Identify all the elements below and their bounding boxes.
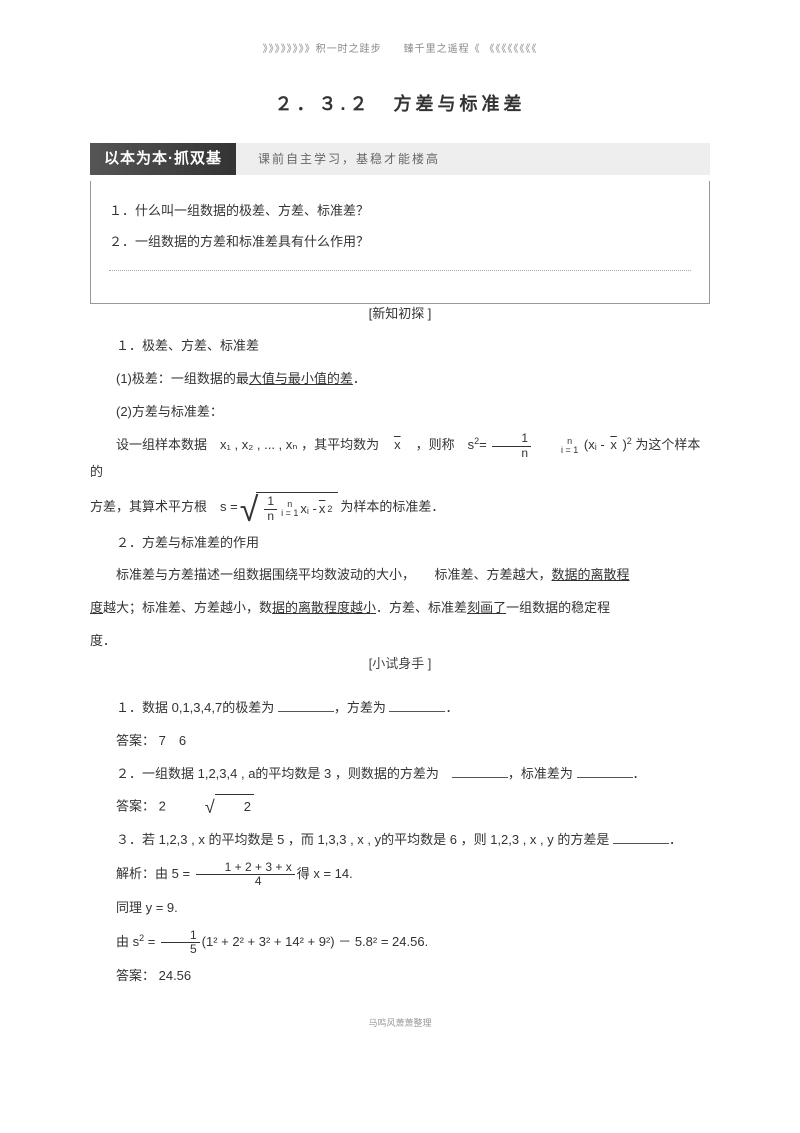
- practice-sol1: 解析：由 5 = 1 + 2 + 3 + x4得 x = 14.: [90, 861, 710, 888]
- p1a: (1)极差：一组数据的最: [116, 371, 249, 386]
- page-title: ２．３.２ 方差与标准差: [90, 87, 710, 121]
- p3e: ): [619, 437, 627, 452]
- q1b: ，方差为: [334, 700, 390, 715]
- practice-sol3: 由 s2 = 15(1² + 2² + 3² + 14² + 9²) － 5.8…: [90, 929, 710, 956]
- q1a: １．数据 0,1,3,4,7的极差为: [116, 700, 278, 715]
- dotted-line: [109, 269, 691, 271]
- practice-tag: [小试身手 ]: [363, 652, 438, 677]
- sol1b: 得 x = 14.: [297, 866, 353, 881]
- q2c: ．: [633, 766, 646, 781]
- explore-p4: 方差，其算术平方根 s = √ 1nni = 1 xᵢ - x 2 为样本的标准…: [90, 492, 710, 522]
- q3a: ３．若 1,2,3 , x 的平均数是 5 ，而 1,3,3 , x , y的平…: [116, 832, 613, 847]
- footer: 马鸣风萧萧整理: [90, 1015, 710, 1032]
- p4b: xᵢ -: [300, 497, 317, 522]
- practice-q3: ３．若 1,2,3 , x 的平均数是 5 ，而 1,3,3 , x , y的平…: [90, 828, 710, 853]
- explore-p2: (2)方差与标准差：: [90, 400, 710, 425]
- practice-a3: 答案： 24.56: [90, 964, 710, 989]
- explore-h1: １．极差、方差、标准差: [90, 334, 710, 359]
- practice-a2: 答案： 2 √2: [90, 794, 710, 820]
- q2b: ，标准差为: [508, 766, 577, 781]
- banner: 以本为本·抓双基 课前自主学习，基稳才能楼高: [90, 143, 710, 175]
- sum-1: ni = 1: [535, 437, 578, 455]
- sol3-frac: 15: [161, 929, 200, 956]
- p5u2: 据的离散程度越小: [272, 600, 376, 615]
- p1b: ．: [353, 371, 366, 386]
- sqrt2: √2: [179, 794, 254, 820]
- question-1: １．什么叫一组数据的极差、方差、标准差？: [109, 199, 691, 224]
- p3b: ，则称 s: [403, 437, 475, 452]
- question-box: １．什么叫一组数据的极差、方差、标准差？ ２．一组数据的方差和标准差具有什么作用…: [90, 181, 710, 303]
- p5b: 越大；标准差、方差越小，数: [103, 600, 272, 615]
- p5u1: 数据的离散程: [552, 567, 630, 582]
- blank-1: [278, 699, 334, 712]
- sum-2: ni = 1: [281, 500, 298, 518]
- p5u3: 刻画了: [467, 600, 506, 615]
- practice-q1: １．数据 0,1,3,4,7的极差为 ，方差为 ．: [90, 696, 710, 721]
- blank-2: [389, 699, 445, 712]
- explore-tag: [新知初探 ]: [365, 302, 436, 327]
- p4a: 方差，其算术平方根 s =: [90, 495, 238, 520]
- explore-p3: 设一组样本数据 x₁ , x₂ , ... , xₙ ，其平均数为 x ，则称 …: [90, 432, 710, 484]
- explore-p5-cont: 度越大；标准差、方差越小，数据的离散程度越小．方差、标准差刻画了一组数据的稳定程: [90, 596, 710, 621]
- frac-1n-1: 1n: [492, 432, 531, 459]
- sqrt-body: 1nni = 1 xᵢ - x 2: [256, 492, 338, 522]
- question-2: ２．一组数据的方差和标准差具有什么作用？: [109, 230, 691, 255]
- p3d: (xᵢ -: [580, 437, 608, 452]
- p5a: 标准差与方差描述一组数据围绕平均数波动的大小， 标准差、方差越大，: [116, 567, 552, 582]
- banner-left: 以本为本·抓双基: [90, 143, 236, 175]
- p3c: =: [479, 437, 490, 452]
- xbar-1: x: [392, 437, 403, 452]
- p3a: 设一组样本数据 x₁ , x₂ , ... , xₙ ，其平均数为: [116, 437, 392, 452]
- sol1-frac: 1 + 2 + 3 + x4: [196, 861, 295, 888]
- sol3a: 由 s: [116, 934, 139, 949]
- sqrt-formula: √ 1nni = 1 xᵢ - x 2: [240, 492, 339, 522]
- p4d: 为样本的标准差．: [340, 495, 444, 520]
- sol1a: 解析：由 5 =: [116, 866, 194, 881]
- blank-3: [452, 765, 508, 778]
- xbar-3: x: [317, 497, 328, 522]
- p5du: 度: [90, 600, 103, 615]
- sol3b: =: [144, 934, 159, 949]
- section-tag-explore: [新知初探 ]: [90, 302, 710, 327]
- p1u1: 大值与最: [249, 371, 301, 386]
- a2a: 答案： 2: [116, 799, 179, 814]
- practice-a1: 答案： 7 6: [90, 729, 710, 754]
- page: 》》》》》》》》积一时之跬步 臻千里之遥程《 《《《《《《《《 ２．３.２ 方差…: [0, 0, 800, 1062]
- section-tag-practice: [小试身手 ]: [90, 662, 710, 687]
- header-decor: 》》》》》》》》积一时之跬步 臻千里之遥程《 《《《《《《《《: [90, 40, 710, 59]
- practice-sol2: 同理 y = 9.: [90, 896, 710, 921]
- p5c: ．方差、标准差: [376, 600, 467, 615]
- explore-p5-end: 度．: [90, 629, 710, 654]
- q1c: ．: [445, 700, 458, 715]
- sq3: 2: [327, 501, 332, 518]
- p1u2: 小值的差: [301, 371, 353, 386]
- blank-5: [613, 831, 669, 844]
- p5d: 一组数据的稳定程: [506, 600, 610, 615]
- explore-h2: ２．方差与标准差的作用: [90, 531, 710, 556]
- banner-right: 课前自主学习，基稳才能楼高: [236, 143, 710, 175]
- q3b: ．: [669, 832, 682, 847]
- explore-p1: (1)极差：一组数据的最大值与最小值的差．: [90, 367, 710, 392]
- frac-1n-2: 1n: [264, 495, 277, 522]
- q2a: ２．一组数据 1,2,3,4 , a的平均数是 3 ，则数据的方差为: [116, 766, 452, 781]
- explore-p5: 标准差与方差描述一组数据围绕平均数波动的大小， 标准差、方差越大，数据的离散程: [90, 563, 710, 588]
- blank-4: [577, 765, 633, 778]
- sol3c: (1² + 2² + 3² + 14² + 9²) － 5.8² = 24.56…: [202, 934, 429, 949]
- practice-q2: ２．一组数据 1,2,3,4 , a的平均数是 3 ，则数据的方差为 ，标准差为…: [90, 762, 710, 787]
- xbar-2: x: [608, 437, 619, 452]
